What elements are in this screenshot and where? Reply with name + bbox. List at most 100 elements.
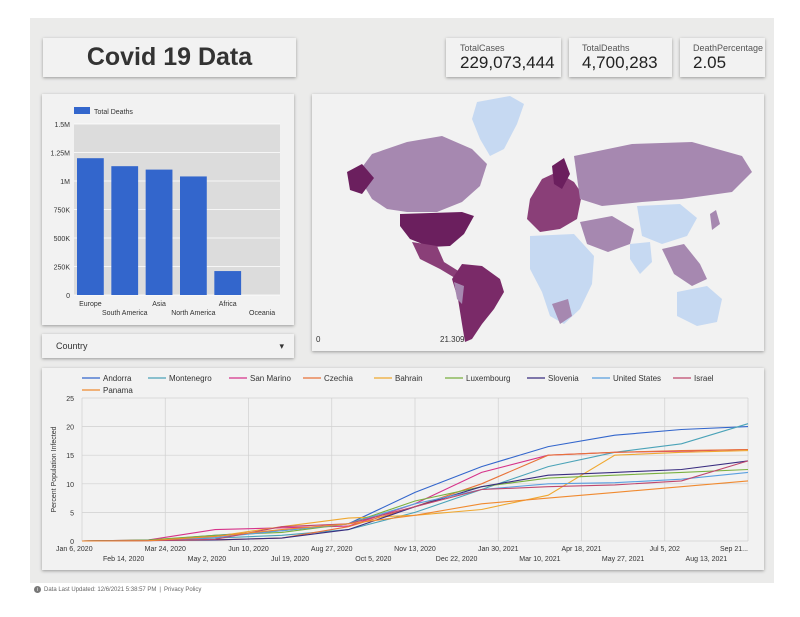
- line-ytick-label: 20: [66, 425, 74, 432]
- line-xtick-label: Sep 21...: [720, 546, 748, 553]
- line-legend-label[interactable]: Andorra: [103, 374, 132, 383]
- map-region-se-asia[interactable]: [662, 244, 707, 286]
- map-region-south-africa[interactable]: [552, 299, 572, 324]
- dropdown-arrow-icon[interactable]: ▾: [279, 340, 284, 351]
- map-region-peru[interactable]: [454, 282, 464, 304]
- map-region-europe[interactable]: [527, 172, 582, 232]
- kpi-total-cases: TotalCases 229,073,444: [446, 38, 561, 77]
- map-region-middle-east[interactable]: [580, 216, 634, 252]
- kpi-label: TotalCases: [460, 43, 505, 53]
- line-legend-label[interactable]: United States: [613, 374, 661, 383]
- line-series-israel[interactable]: [81, 460, 749, 542]
- line-xtick-label: Nov 13, 2020: [394, 546, 436, 553]
- kpi-label: TotalDeaths: [582, 43, 630, 53]
- bar-ytick-label: 250K: [54, 265, 71, 272]
- line-xtick-label: Mar 24, 2020: [145, 546, 186, 553]
- bar-legend-swatch: [74, 107, 90, 114]
- kpi-value: 2.05: [693, 53, 727, 72]
- line-legend-label[interactable]: Israel: [694, 374, 714, 383]
- line-legend-label[interactable]: Czechia: [324, 374, 353, 383]
- bar-chart-card[interactable]: Total Deaths 0 250K 500K 750K 1M 1.25M 1.5M Euro…: [42, 94, 294, 325]
- map-region-russia[interactable]: [574, 142, 752, 206]
- line-xtick-label: Jan 30, 2021: [478, 546, 519, 553]
- country-filter[interactable]: Country ▾: [42, 334, 294, 358]
- line-legend-label[interactable]: San Marino: [250, 374, 291, 383]
- line-ytick-label: 15: [66, 453, 74, 460]
- line-chart-card[interactable]: Andorra Montenegro San Marino Czechia Bahrai…: [42, 368, 764, 570]
- bar-europe[interactable]: [77, 158, 104, 295]
- bar-africa[interactable]: [214, 271, 242, 295]
- bar-south-america[interactable]: [111, 166, 139, 295]
- line-series-luxembourg[interactable]: [81, 468, 749, 542]
- map-region-usa[interactable]: [400, 212, 474, 247]
- line-legend-label[interactable]: Bahrain: [395, 374, 423, 383]
- line-xtick-label: Jun 10, 2020: [228, 546, 269, 553]
- map-legend-min: 0: [316, 335, 321, 344]
- bar-category-label: Asia: [152, 301, 166, 308]
- bar-category-label: North America: [171, 310, 215, 317]
- line-chart[interactable]: Andorra Montenegro San Marino Czechia Bahrai…: [42, 368, 764, 570]
- line-xtick-label: Mar 10, 2021: [519, 556, 560, 563]
- line-ytick-label: 0: [70, 539, 74, 546]
- map-region-south-america[interactable]: [452, 264, 504, 342]
- line-xtick-label: Dec 22, 2020: [436, 556, 478, 563]
- bar-category-label: Africa: [219, 301, 237, 308]
- line-xtick-label: Aug 27, 2020: [311, 546, 353, 553]
- line-y-axis-label: Percent Population Infected: [51, 426, 58, 512]
- map-region-canada[interactable]: [357, 136, 487, 212]
- map-region-japan[interactable]: [710, 210, 720, 230]
- bar-ytick-label: 750K: [54, 208, 71, 215]
- bar-category-label: South America: [102, 310, 148, 317]
- map-legend-max: 21.309: [440, 335, 465, 344]
- line-xtick-label: Aug 13, 2021: [686, 556, 728, 563]
- bar-ytick-label: 0: [66, 293, 70, 300]
- kpi-value: 4,700,283: [582, 53, 658, 72]
- map-region-alaska[interactable]: [347, 164, 374, 194]
- map-card[interactable]: 0 21.309: [312, 94, 764, 351]
- line-ytick-label: 25: [66, 396, 74, 403]
- map-region-greenland[interactable]: [472, 96, 524, 156]
- map-region-scandinavia[interactable]: [552, 158, 570, 189]
- line-xtick-label: May 2, 2020: [188, 556, 227, 563]
- line-xtick-label: May 27, 2021: [602, 556, 645, 563]
- line-series-united-states[interactable]: [81, 471, 749, 542]
- bar-ytick-label: 1.5M: [54, 122, 70, 129]
- line-legend-label[interactable]: Luxembourg: [466, 374, 510, 383]
- bar-ytick-label: 500K: [54, 236, 71, 243]
- line-series-panama[interactable]: [81, 480, 749, 542]
- country-filter-label: Country: [56, 341, 88, 351]
- map-region-china[interactable]: [637, 204, 697, 244]
- title-card: Covid 19 Data: [43, 38, 296, 77]
- bar-category-label: Oceania: [249, 310, 275, 317]
- line-xtick-label: Feb 14, 2020: [103, 556, 144, 563]
- line-xtick-label: Oct 5, 2020: [355, 556, 391, 563]
- bar-category-label: Europe: [79, 301, 102, 308]
- map-region-mexico[interactable]: [412, 242, 460, 278]
- bar-legend-label: Total Deaths: [94, 109, 133, 116]
- line-ytick-label: 10: [66, 482, 74, 489]
- data-last-updated: Data Last Updated: 12/6/2021 5:38:57 PM: [44, 586, 157, 593]
- kpi-death-percentage: DeathPercentage 2.05: [680, 38, 765, 77]
- footer-separator: |: [159, 586, 161, 593]
- kpi-value: 229,073,444: [460, 53, 555, 72]
- line-xtick-label: Jul 5, 202: [650, 546, 680, 553]
- bar-asia[interactable]: [145, 169, 173, 295]
- line-xtick-label: Jan 6, 2020: [56, 546, 93, 553]
- footer: i Data Last Updated: 12/6/2021 5:38:57 P…: [34, 586, 201, 593]
- bar-north-america[interactable]: [180, 176, 207, 295]
- line-xtick-label: Apr 18, 2021: [561, 546, 601, 553]
- page-title: Covid 19 Data: [86, 43, 253, 71]
- map-region-india[interactable]: [630, 242, 652, 274]
- privacy-policy-link[interactable]: Privacy Policy: [163, 586, 202, 593]
- line-legend-label[interactable]: Panama: [103, 386, 133, 395]
- line-xtick-label: Jul 19, 2020: [271, 556, 309, 563]
- bar-chart[interactable]: Total Deaths 0 250K 500K 750K 1M 1.25M 1.5M Euro…: [42, 94, 294, 325]
- map-region-africa[interactable]: [530, 234, 594, 324]
- map-region-australia[interactable]: [677, 286, 722, 326]
- line-legend-label[interactable]: Slovenia: [548, 374, 579, 383]
- world-map[interactable]: 0 21.309: [312, 94, 764, 351]
- info-icon[interactable]: i: [34, 586, 41, 593]
- line-ytick-label: 5: [70, 510, 74, 517]
- bar-ytick-label: 1M: [60, 179, 70, 186]
- line-legend-label[interactable]: Montenegro: [169, 374, 212, 383]
